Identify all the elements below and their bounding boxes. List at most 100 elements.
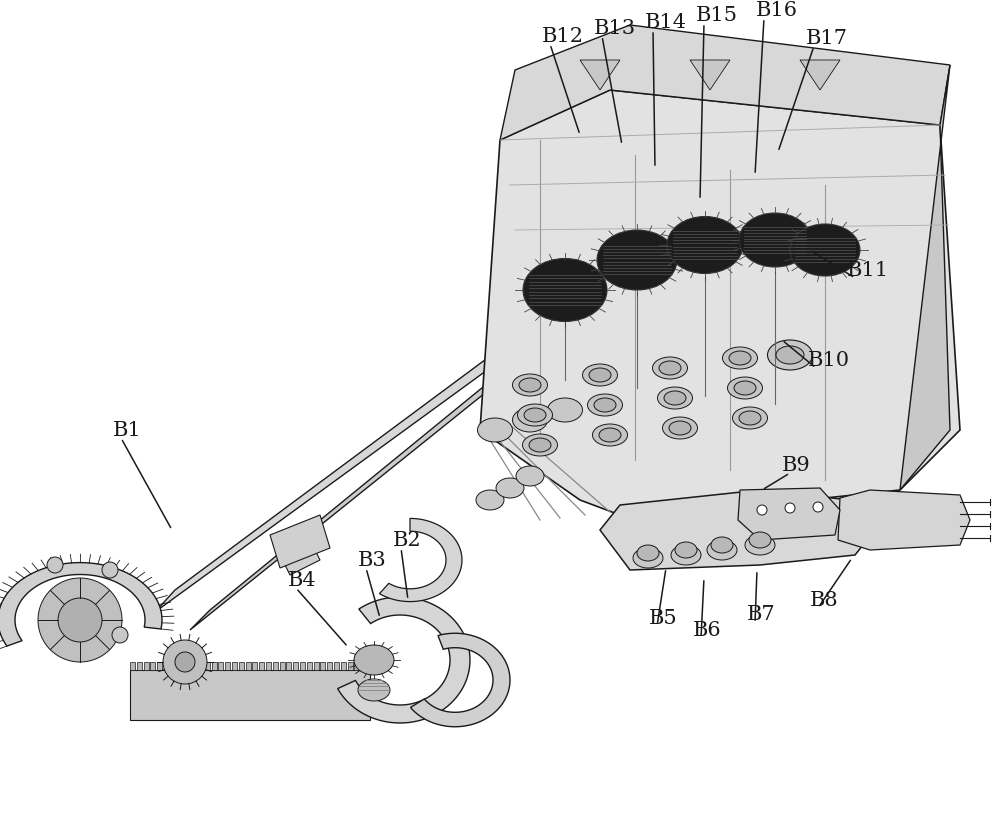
Circle shape bbox=[163, 640, 207, 684]
Ellipse shape bbox=[739, 213, 811, 267]
Circle shape bbox=[58, 598, 102, 642]
Circle shape bbox=[785, 503, 795, 513]
Ellipse shape bbox=[516, 466, 544, 486]
Ellipse shape bbox=[749, 532, 771, 548]
Circle shape bbox=[175, 652, 195, 672]
Polygon shape bbox=[246, 662, 251, 670]
Ellipse shape bbox=[669, 421, 691, 435]
Ellipse shape bbox=[664, 391, 686, 405]
Text: B10: B10 bbox=[808, 350, 850, 369]
Polygon shape bbox=[184, 662, 189, 670]
Circle shape bbox=[112, 627, 128, 643]
Ellipse shape bbox=[675, 542, 697, 558]
Polygon shape bbox=[480, 90, 960, 515]
Ellipse shape bbox=[589, 368, 611, 382]
Polygon shape bbox=[500, 25, 950, 140]
Circle shape bbox=[813, 502, 823, 512]
Ellipse shape bbox=[478, 418, 512, 442]
Ellipse shape bbox=[739, 411, 761, 425]
Circle shape bbox=[38, 578, 122, 662]
Polygon shape bbox=[280, 540, 320, 575]
Polygon shape bbox=[800, 60, 840, 90]
Polygon shape bbox=[348, 662, 353, 670]
Ellipse shape bbox=[524, 408, 546, 422]
Ellipse shape bbox=[671, 545, 701, 565]
Ellipse shape bbox=[732, 407, 768, 429]
Text: B12: B12 bbox=[542, 27, 584, 46]
Ellipse shape bbox=[582, 364, 618, 386]
Ellipse shape bbox=[667, 217, 743, 274]
Polygon shape bbox=[130, 662, 135, 670]
Polygon shape bbox=[178, 662, 183, 670]
Polygon shape bbox=[239, 662, 244, 670]
Text: B15: B15 bbox=[696, 6, 738, 24]
Polygon shape bbox=[164, 662, 169, 670]
Polygon shape bbox=[212, 662, 217, 670]
Ellipse shape bbox=[529, 438, 551, 452]
Text: B6: B6 bbox=[693, 620, 722, 640]
Ellipse shape bbox=[496, 478, 524, 498]
Polygon shape bbox=[307, 662, 312, 670]
Text: B4: B4 bbox=[288, 570, 317, 590]
Ellipse shape bbox=[652, 357, 688, 379]
Ellipse shape bbox=[599, 428, 621, 442]
Ellipse shape bbox=[523, 259, 607, 321]
Ellipse shape bbox=[594, 398, 616, 412]
Ellipse shape bbox=[633, 548, 663, 568]
Text: B1: B1 bbox=[113, 420, 142, 440]
Ellipse shape bbox=[518, 404, 552, 426]
Polygon shape bbox=[838, 490, 970, 550]
Ellipse shape bbox=[707, 540, 737, 560]
Ellipse shape bbox=[711, 537, 733, 553]
Ellipse shape bbox=[476, 490, 504, 510]
Polygon shape bbox=[144, 662, 149, 670]
Ellipse shape bbox=[512, 374, 548, 396]
Polygon shape bbox=[191, 662, 196, 670]
Polygon shape bbox=[320, 662, 325, 670]
Text: B7: B7 bbox=[747, 605, 776, 625]
Polygon shape bbox=[738, 488, 840, 540]
Polygon shape bbox=[334, 662, 339, 670]
Polygon shape bbox=[286, 662, 291, 670]
Polygon shape bbox=[273, 662, 278, 670]
Text: B3: B3 bbox=[358, 550, 387, 570]
Polygon shape bbox=[354, 662, 359, 670]
Ellipse shape bbox=[729, 351, 751, 365]
Polygon shape bbox=[690, 60, 730, 90]
Polygon shape bbox=[157, 662, 162, 670]
Ellipse shape bbox=[592, 424, 628, 446]
Ellipse shape bbox=[768, 340, 812, 370]
Text: B9: B9 bbox=[782, 455, 811, 475]
Ellipse shape bbox=[548, 398, 582, 422]
Polygon shape bbox=[252, 662, 257, 670]
Ellipse shape bbox=[658, 387, 692, 409]
Text: B17: B17 bbox=[806, 28, 848, 48]
Polygon shape bbox=[341, 662, 346, 670]
Polygon shape bbox=[270, 515, 330, 568]
Ellipse shape bbox=[597, 230, 677, 290]
Circle shape bbox=[47, 557, 63, 573]
Polygon shape bbox=[171, 662, 176, 670]
Ellipse shape bbox=[637, 545, 659, 561]
Polygon shape bbox=[225, 662, 230, 670]
Text: B13: B13 bbox=[594, 18, 636, 38]
Polygon shape bbox=[266, 662, 271, 670]
Polygon shape bbox=[300, 662, 305, 670]
Ellipse shape bbox=[728, 377, 763, 399]
Polygon shape bbox=[205, 662, 210, 670]
Ellipse shape bbox=[790, 224, 860, 276]
Polygon shape bbox=[150, 662, 155, 670]
Ellipse shape bbox=[734, 381, 756, 395]
Polygon shape bbox=[411, 633, 510, 726]
Polygon shape bbox=[0, 563, 162, 646]
Polygon shape bbox=[155, 345, 505, 612]
Text: B16: B16 bbox=[756, 1, 798, 19]
Polygon shape bbox=[293, 662, 298, 670]
Ellipse shape bbox=[659, 361, 681, 375]
Polygon shape bbox=[259, 662, 264, 670]
Polygon shape bbox=[218, 662, 223, 670]
Text: B11: B11 bbox=[847, 260, 889, 279]
Ellipse shape bbox=[519, 378, 541, 392]
Text: B2: B2 bbox=[393, 530, 422, 550]
Polygon shape bbox=[130, 670, 370, 720]
